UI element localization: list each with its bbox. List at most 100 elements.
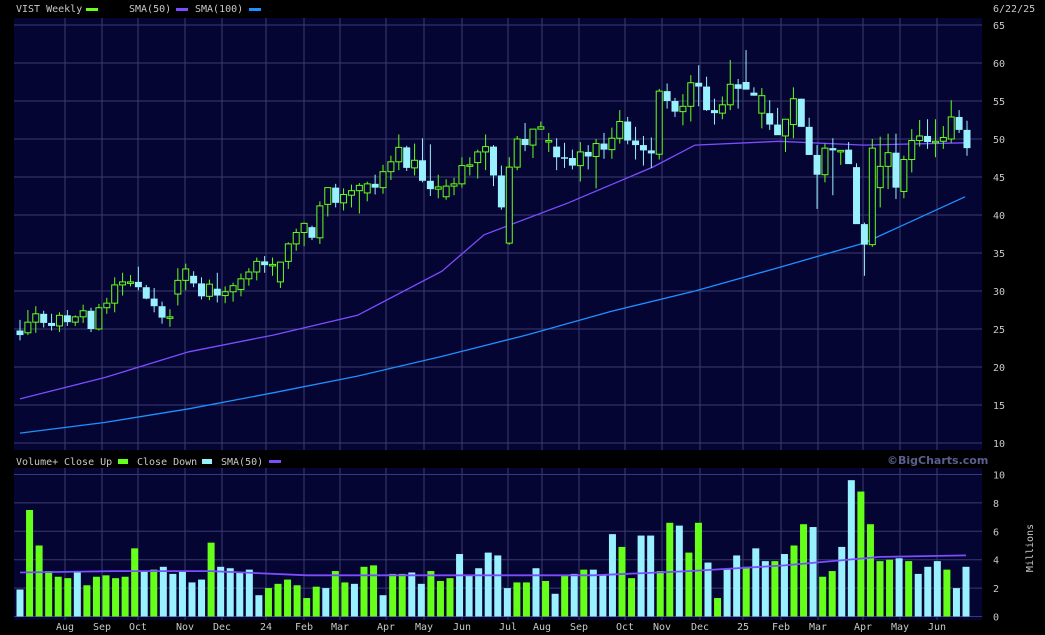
candle xyxy=(71,315,79,326)
x-tick-label: Jul xyxy=(499,622,517,633)
candle-body xyxy=(529,128,537,146)
volume-y-tick: 6 xyxy=(993,527,999,538)
candle-body xyxy=(884,152,892,167)
candle-body xyxy=(182,268,190,281)
candle xyxy=(647,137,655,168)
volume-bar xyxy=(408,572,416,617)
price-y-tick: 35 xyxy=(993,249,1005,260)
candle-body xyxy=(679,105,687,113)
candle xyxy=(111,277,119,313)
candle-body xyxy=(395,146,403,163)
candle xyxy=(505,157,513,245)
candle-body xyxy=(284,243,292,262)
candle xyxy=(529,128,537,158)
candle xyxy=(963,120,971,156)
volume-bar xyxy=(656,571,664,617)
candle-body xyxy=(829,148,837,151)
candle-body xyxy=(718,104,726,114)
price-y-tick: 25 xyxy=(993,325,1005,336)
volume-bar xyxy=(685,552,693,617)
candle xyxy=(884,133,892,190)
candle xyxy=(166,309,174,327)
candle-body xyxy=(931,140,939,144)
candle-body xyxy=(174,279,182,295)
price-y-tick: 40 xyxy=(993,211,1005,222)
candle xyxy=(900,155,908,199)
volume-bar xyxy=(35,545,43,617)
volume-bar xyxy=(274,583,282,617)
volume-bar xyxy=(427,571,435,617)
volume-bar xyxy=(360,566,368,617)
volume-bar xyxy=(589,569,597,617)
candle-body xyxy=(119,281,127,286)
volume-bar xyxy=(303,598,311,617)
volume-bar xyxy=(494,555,502,617)
candle xyxy=(87,307,95,333)
candle xyxy=(134,266,142,291)
x-tick-label: Nov xyxy=(653,622,671,633)
candle-body xyxy=(908,140,916,161)
price-y-tick: 30 xyxy=(993,287,1005,298)
candle xyxy=(229,282,237,302)
candle-body xyxy=(245,271,253,280)
volume-bar xyxy=(924,566,932,617)
candle-body xyxy=(340,193,348,204)
volume-bar xyxy=(828,571,836,617)
volume-bar xyxy=(780,554,788,617)
volume-bar xyxy=(16,589,24,617)
candle-body xyxy=(324,187,332,205)
volume-bar xyxy=(484,552,492,617)
x-tick-label: Aug xyxy=(56,622,74,633)
volume-bar xyxy=(503,588,511,617)
candle xyxy=(79,304,87,323)
candle xyxy=(931,119,939,158)
volume-bar xyxy=(26,510,34,617)
price-grid xyxy=(14,18,982,450)
candle-body xyxy=(71,316,79,323)
sma100-path xyxy=(19,196,966,434)
volume-bar xyxy=(513,582,521,617)
volume-bar xyxy=(742,566,750,617)
candle-body xyxy=(876,165,884,189)
candle xyxy=(158,301,166,324)
candle xyxy=(726,59,734,111)
candle-body xyxy=(837,149,845,153)
candle xyxy=(190,271,198,288)
candle xyxy=(592,139,600,189)
candle-body xyxy=(111,284,119,304)
candle-body xyxy=(726,83,734,106)
candle-body xyxy=(813,154,821,175)
candle-body xyxy=(671,101,679,112)
candle xyxy=(789,87,797,139)
candle-body xyxy=(450,183,458,187)
volume-bar xyxy=(417,583,425,617)
volume-bar xyxy=(943,569,951,617)
candle-body xyxy=(458,165,466,185)
x-tick-label: Feb xyxy=(295,622,313,633)
price-y-tick: 65 xyxy=(993,21,1005,32)
candle-body xyxy=(647,150,655,154)
candle xyxy=(442,179,450,200)
candle xyxy=(292,228,300,251)
volume-bar xyxy=(532,568,540,617)
candle-body xyxy=(16,330,24,336)
candle xyxy=(450,177,458,196)
sma50-legend-label: SMA(50) xyxy=(129,4,171,15)
candle xyxy=(237,273,245,297)
candle-body xyxy=(695,82,703,87)
candle xyxy=(474,149,482,179)
volume-bar xyxy=(322,588,330,617)
volume-bar xyxy=(178,571,186,617)
candle-body xyxy=(229,285,237,293)
candle-body xyxy=(40,313,48,323)
candle xyxy=(458,157,466,188)
candle-body xyxy=(308,227,316,238)
volume-bar xyxy=(637,535,645,617)
candle-body xyxy=(482,146,490,153)
x-tick-label: Oct xyxy=(616,622,634,633)
candle xyxy=(418,138,426,183)
volume-sma-line xyxy=(19,554,967,577)
candle-body xyxy=(789,98,797,126)
volume-bar xyxy=(54,576,62,617)
